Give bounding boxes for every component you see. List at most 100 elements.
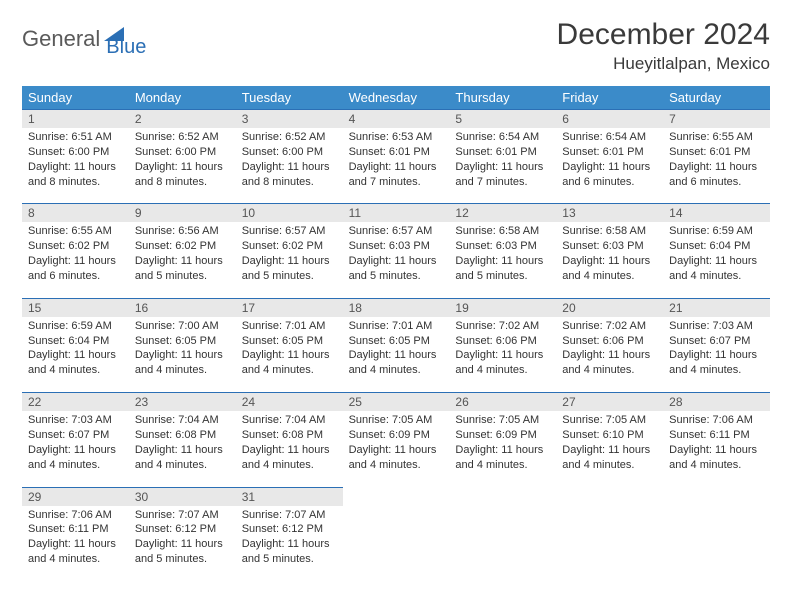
day-cell: 26Sunrise: 7:05 AMSunset: 6:09 PMDayligh… [449, 392, 556, 476]
day-cell: 6Sunrise: 6:54 AMSunset: 6:01 PMDaylight… [556, 109, 663, 193]
daylight-text: Daylight: 11 hours and 4 minutes. [669, 348, 764, 378]
day-cell [556, 487, 663, 571]
day-content: Sunrise: 6:54 AMSunset: 6:01 PMDaylight:… [449, 128, 556, 193]
logo-text-general: General [22, 26, 100, 52]
sunset-text: Sunset: 6:06 PM [455, 334, 550, 349]
daylight-text: Daylight: 11 hours and 4 minutes. [135, 348, 230, 378]
day-number: 22 [22, 393, 129, 411]
sunset-text: Sunset: 6:03 PM [562, 239, 657, 254]
day-number: 15 [22, 299, 129, 317]
daylight-text: Daylight: 11 hours and 4 minutes. [242, 443, 337, 473]
weeks-container: 1Sunrise: 6:51 AMSunset: 6:00 PMDaylight… [22, 109, 770, 571]
sunset-text: Sunset: 6:02 PM [28, 239, 123, 254]
day-content: Sunrise: 7:04 AMSunset: 6:08 PMDaylight:… [129, 411, 236, 476]
sunset-text: Sunset: 6:04 PM [28, 334, 123, 349]
day-content: Sunrise: 6:58 AMSunset: 6:03 PMDaylight:… [449, 222, 556, 287]
day-cell: 16Sunrise: 7:00 AMSunset: 6:05 PMDayligh… [129, 298, 236, 382]
daylight-text: Daylight: 11 hours and 8 minutes. [28, 160, 123, 190]
day-number: 25 [343, 393, 450, 411]
day-content: Sunrise: 7:05 AMSunset: 6:09 PMDaylight:… [343, 411, 450, 476]
day-number: 6 [556, 110, 663, 128]
day-content: Sunrise: 7:03 AMSunset: 6:07 PMDaylight:… [663, 317, 770, 382]
day-content: Sunrise: 6:59 AMSunset: 6:04 PMDaylight:… [22, 317, 129, 382]
day-cell: 2Sunrise: 6:52 AMSunset: 6:00 PMDaylight… [129, 109, 236, 193]
day-number: 10 [236, 204, 343, 222]
day-cell: 21Sunrise: 7:03 AMSunset: 6:07 PMDayligh… [663, 298, 770, 382]
sunrise-text: Sunrise: 7:01 AM [349, 319, 444, 334]
sunrise-text: Sunrise: 6:55 AM [28, 224, 123, 239]
day-content: Sunrise: 6:57 AMSunset: 6:03 PMDaylight:… [343, 222, 450, 287]
daylight-text: Daylight: 11 hours and 7 minutes. [455, 160, 550, 190]
day-number: 2 [129, 110, 236, 128]
daylight-text: Daylight: 11 hours and 4 minutes. [349, 443, 444, 473]
sunrise-text: Sunrise: 7:05 AM [562, 413, 657, 428]
day-number: 13 [556, 204, 663, 222]
sunrise-text: Sunrise: 7:01 AM [242, 319, 337, 334]
day-number: 17 [236, 299, 343, 317]
day-number: 23 [129, 393, 236, 411]
sunrise-text: Sunrise: 6:59 AM [669, 224, 764, 239]
day-content: Sunrise: 7:07 AMSunset: 6:12 PMDaylight:… [236, 506, 343, 571]
day-content: Sunrise: 6:52 AMSunset: 6:00 PMDaylight:… [129, 128, 236, 193]
sunrise-text: Sunrise: 7:06 AM [28, 508, 123, 523]
day-cell: 14Sunrise: 6:59 AMSunset: 6:04 PMDayligh… [663, 203, 770, 287]
sunrise-text: Sunrise: 6:56 AM [135, 224, 230, 239]
day-content: Sunrise: 6:56 AMSunset: 6:02 PMDaylight:… [129, 222, 236, 287]
day-number: 12 [449, 204, 556, 222]
sunset-text: Sunset: 6:00 PM [242, 145, 337, 160]
logo: General Blue [22, 18, 146, 59]
day-number: 28 [663, 393, 770, 411]
day-number: 4 [343, 110, 450, 128]
daylight-text: Daylight: 11 hours and 8 minutes. [135, 160, 230, 190]
sunset-text: Sunset: 6:01 PM [562, 145, 657, 160]
sunrise-text: Sunrise: 6:55 AM [669, 130, 764, 145]
day-cell: 13Sunrise: 6:58 AMSunset: 6:03 PMDayligh… [556, 203, 663, 287]
sunset-text: Sunset: 6:08 PM [135, 428, 230, 443]
day-cell: 22Sunrise: 7:03 AMSunset: 6:07 PMDayligh… [22, 392, 129, 476]
sunrise-text: Sunrise: 7:05 AM [349, 413, 444, 428]
daylight-text: Daylight: 11 hours and 4 minutes. [28, 443, 123, 473]
sunset-text: Sunset: 6:12 PM [242, 522, 337, 537]
daylight-text: Daylight: 11 hours and 5 minutes. [135, 254, 230, 284]
day-content: Sunrise: 7:03 AMSunset: 6:07 PMDaylight:… [22, 411, 129, 476]
day-cell: 17 Sunrise: 7:01 AMSunset: 6:05 PMDayligh… [236, 298, 343, 382]
day-cell: 7Sunrise: 6:55 AMSunset: 6:01 PMDaylight… [663, 109, 770, 193]
weekday-header-row: Sunday Monday Tuesday Wednesday Thursday… [22, 86, 770, 109]
day-cell: 5Sunrise: 6:54 AMSunset: 6:01 PMDaylight… [449, 109, 556, 193]
day-cell [343, 487, 450, 571]
day-number: 1 [22, 110, 129, 128]
day-content: Sunrise: 7:05 AMSunset: 6:09 PMDaylight:… [449, 411, 556, 476]
day-number: 9 [129, 204, 236, 222]
sunset-text: Sunset: 6:01 PM [455, 145, 550, 160]
daylight-text: Daylight: 11 hours and 4 minutes. [455, 348, 550, 378]
day-number: 8 [22, 204, 129, 222]
weekday-header: Sunday [22, 86, 129, 109]
day-content: Sunrise: 7:06 AMSunset: 6:11 PMDaylight:… [22, 506, 129, 571]
sunrise-text: Sunrise: 6:58 AM [562, 224, 657, 239]
title-block: December 2024 Hueyitlalpan, Mexico [557, 18, 770, 74]
sunset-text: Sunset: 6:02 PM [135, 239, 230, 254]
day-number: 26 [449, 393, 556, 411]
sunset-text: Sunset: 6:01 PM [349, 145, 444, 160]
day-cell: 31Sunrise: 7:07 AMSunset: 6:12 PMDayligh… [236, 487, 343, 571]
sunset-text: Sunset: 6:05 PM [135, 334, 230, 349]
day-cell: 20Sunrise: 7:02 AMSunset: 6:06 PMDayligh… [556, 298, 663, 382]
daylight-text: Daylight: 11 hours and 4 minutes. [669, 443, 764, 473]
day-number: 14 [663, 204, 770, 222]
sunrise-text: Sunrise: 7:05 AM [455, 413, 550, 428]
sunset-text: Sunset: 6:05 PM [242, 334, 337, 349]
daylight-text: Daylight: 11 hours and 4 minutes. [242, 348, 337, 378]
sunset-text: Sunset: 6:00 PM [135, 145, 230, 160]
sunset-text: Sunset: 6:04 PM [669, 239, 764, 254]
day-number: 3 [236, 110, 343, 128]
calendar: Sunday Monday Tuesday Wednesday Thursday… [22, 86, 770, 571]
day-content: Sunrise: 7:05 AMSunset: 6:10 PMDaylight:… [556, 411, 663, 476]
daylight-text: Daylight: 11 hours and 7 minutes. [349, 160, 444, 190]
day-cell: 28Sunrise: 7:06 AMSunset: 6:11 PMDayligh… [663, 392, 770, 476]
daylight-text: Daylight: 11 hours and 6 minutes. [562, 160, 657, 190]
sunset-text: Sunset: 6:12 PM [135, 522, 230, 537]
daylight-text: Daylight: 11 hours and 4 minutes. [562, 443, 657, 473]
day-number: 20 [556, 299, 663, 317]
sunrise-text: Sunrise: 7:06 AM [669, 413, 764, 428]
day-number: 7 [663, 110, 770, 128]
